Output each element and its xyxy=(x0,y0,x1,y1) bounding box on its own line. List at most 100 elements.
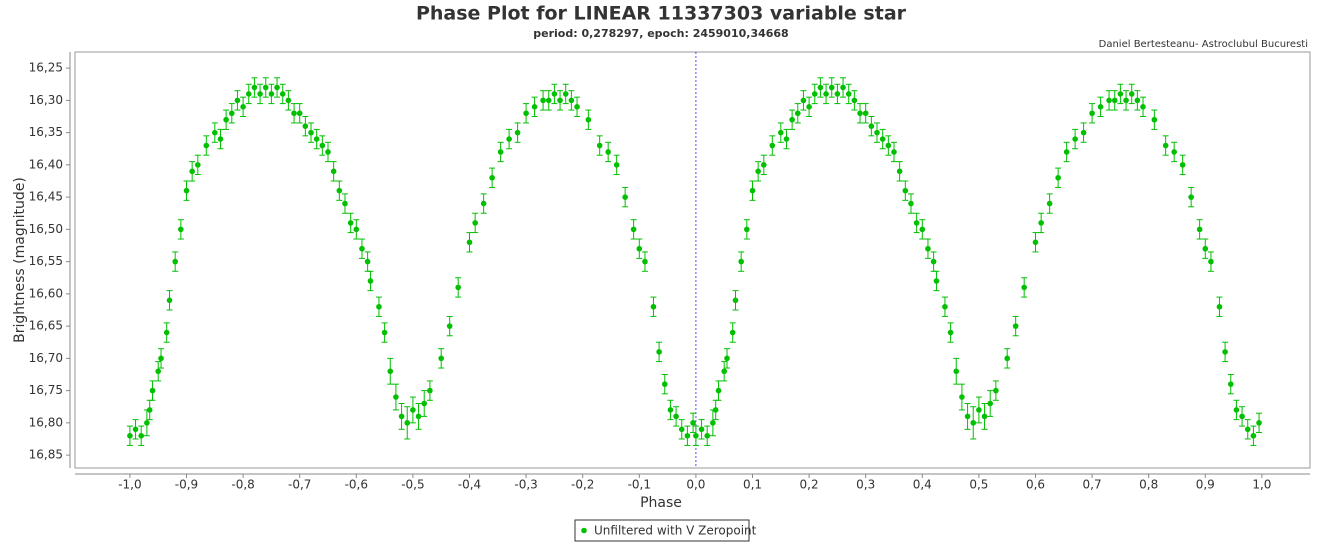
point xyxy=(930,258,937,265)
point xyxy=(410,407,416,413)
point xyxy=(964,413,971,420)
point xyxy=(381,329,388,336)
point xyxy=(704,432,711,439)
point xyxy=(605,149,611,155)
point xyxy=(353,226,360,233)
point xyxy=(319,142,326,149)
point xyxy=(1250,432,1257,439)
point xyxy=(364,258,371,265)
point xyxy=(613,162,620,168)
point xyxy=(574,104,580,110)
point xyxy=(678,426,685,433)
x-axis-label: Phase xyxy=(640,495,682,511)
point xyxy=(777,129,784,136)
point xyxy=(684,432,691,439)
x-tick-label: -0,2 xyxy=(571,478,594,492)
point xyxy=(1004,355,1010,362)
point xyxy=(398,413,405,420)
point xyxy=(667,407,674,413)
point xyxy=(1097,104,1104,110)
point xyxy=(144,420,150,426)
point xyxy=(868,123,875,129)
point xyxy=(800,97,807,104)
y-tick-label: 16,55 xyxy=(29,254,63,268)
point xyxy=(359,245,365,252)
point xyxy=(367,278,374,284)
legend-marker xyxy=(581,527,587,534)
point xyxy=(1072,136,1078,142)
point xyxy=(1233,407,1240,413)
point xyxy=(1140,104,1146,110)
point xyxy=(1171,149,1177,155)
point xyxy=(896,168,903,175)
point xyxy=(279,91,286,97)
point xyxy=(291,110,297,117)
y-tick-label: 16,50 xyxy=(29,222,63,236)
point xyxy=(840,84,846,91)
point xyxy=(1063,149,1070,155)
x-tick-label: -0,4 xyxy=(458,478,481,492)
point xyxy=(715,387,722,394)
point xyxy=(959,394,965,400)
point xyxy=(976,407,982,413)
y-tick-label: 16,35 xyxy=(29,125,63,139)
point xyxy=(874,129,880,136)
point xyxy=(744,226,750,233)
point xyxy=(1106,97,1112,104)
point xyxy=(551,91,558,97)
point xyxy=(710,420,716,426)
point xyxy=(862,110,869,117)
x-tick-label: 0,1 xyxy=(743,478,762,492)
point xyxy=(636,245,643,252)
point xyxy=(585,116,592,123)
point xyxy=(925,245,931,252)
point xyxy=(313,136,320,142)
point xyxy=(274,84,280,91)
chart-title: Phase Plot for LINEAR 11337303 variable … xyxy=(416,3,907,25)
point xyxy=(981,413,988,420)
point xyxy=(908,200,914,207)
point xyxy=(642,258,648,265)
point xyxy=(472,220,478,226)
y-tick-label: 16,80 xyxy=(29,415,63,429)
point xyxy=(347,220,354,226)
point xyxy=(693,432,699,439)
x-tick-label: -0,1 xyxy=(628,478,651,492)
point xyxy=(698,426,705,433)
point xyxy=(1021,284,1027,291)
x-tick-label: -0,8 xyxy=(231,478,254,492)
point xyxy=(562,91,569,97)
point xyxy=(497,149,504,155)
point xyxy=(1038,220,1044,226)
point xyxy=(749,187,756,194)
point xyxy=(285,97,292,104)
point xyxy=(987,400,994,407)
y-axis-label: Brightness (magnitude) xyxy=(12,177,28,343)
x-tick-label: -0,7 xyxy=(288,478,311,492)
point xyxy=(828,84,835,91)
point xyxy=(203,142,210,149)
point xyxy=(783,136,790,142)
point xyxy=(1196,226,1203,233)
point xyxy=(296,110,303,117)
point xyxy=(514,129,521,136)
x-tick-label: -0,9 xyxy=(175,478,198,492)
plot-area xyxy=(74,51,1311,469)
point xyxy=(455,284,461,291)
point xyxy=(834,91,841,97)
point xyxy=(163,329,170,336)
point xyxy=(446,323,453,329)
point xyxy=(245,91,252,97)
point xyxy=(1134,97,1141,104)
point xyxy=(178,226,184,233)
point xyxy=(149,387,156,394)
point xyxy=(857,110,863,117)
point xyxy=(817,84,824,91)
x-tick-label: 0,9 xyxy=(1196,478,1215,492)
point xyxy=(732,297,739,304)
point xyxy=(330,168,337,175)
point xyxy=(421,400,428,407)
point xyxy=(724,355,730,362)
point xyxy=(596,142,603,149)
